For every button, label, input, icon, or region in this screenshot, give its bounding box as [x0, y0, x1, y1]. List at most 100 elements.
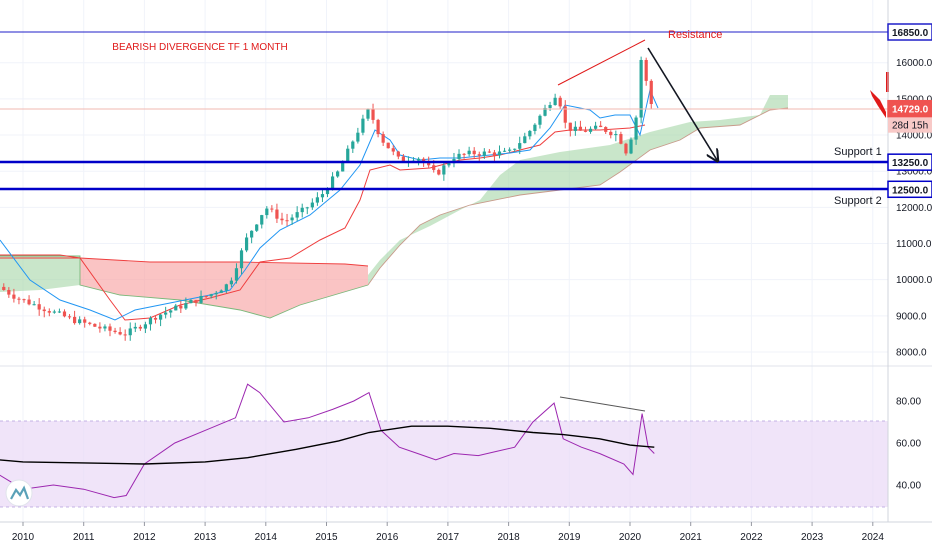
candle-body — [229, 280, 234, 285]
candle-body — [639, 59, 643, 118]
candle-body — [508, 149, 512, 151]
price-tick-label: 11000.0 — [896, 239, 932, 250]
cloud-bull-region-left — [0, 256, 80, 292]
candle-body — [502, 150, 507, 152]
candle-body — [629, 139, 633, 154]
time-tick-label: 2024 — [862, 532, 885, 543]
candle-body — [57, 311, 62, 313]
candle-body — [209, 294, 213, 297]
candle-body — [158, 314, 163, 320]
price-tick-label: 12000.0 — [896, 203, 932, 214]
candle-body — [578, 126, 583, 131]
candle-body — [518, 143, 522, 149]
candle-body — [325, 189, 330, 195]
price-tick-label: 8000.0 — [896, 348, 927, 359]
candle-body — [356, 132, 360, 142]
candle-body — [148, 317, 153, 325]
price-divergence-line — [557, 39, 646, 86]
candle-body — [123, 334, 127, 336]
candle-body — [32, 304, 36, 306]
candle-body — [487, 151, 491, 153]
time-tick-label: 2015 — [315, 532, 338, 543]
candle-body — [341, 162, 345, 172]
candle-body — [548, 105, 552, 108]
candle-body — [472, 150, 476, 155]
candle-body — [27, 299, 31, 305]
candle-body — [88, 322, 92, 324]
candle-body — [336, 171, 340, 177]
candle-body — [376, 119, 380, 135]
price-tick-label: 15000.0 — [896, 94, 932, 105]
price-label-text: 13250.0 — [892, 158, 929, 169]
red-arrow-marker-icon — [870, 90, 886, 118]
candle-body — [310, 202, 314, 208]
candle-body — [492, 152, 497, 156]
price-axis-ticks: 8000.0 9000.0 10000.0 11000.0 12000.0 13000.0… — [896, 58, 932, 358]
candle-body — [497, 151, 502, 156]
candle-body — [280, 218, 284, 221]
candle-body — [583, 130, 588, 132]
candle-body — [184, 303, 188, 309]
candle-body — [437, 169, 441, 175]
candle-body — [78, 319, 82, 324]
time-tick-label: 2011 — [73, 532, 95, 543]
cloud-bear-region — [80, 258, 368, 318]
candle-body — [138, 326, 142, 329]
candle-body — [361, 118, 365, 133]
support2-label: Support 2 — [834, 195, 882, 207]
candle-body — [204, 296, 208, 298]
candle-body — [351, 141, 355, 149]
candle-body — [553, 97, 557, 106]
rsi-divergence-line — [559, 396, 646, 412]
candle-body — [255, 224, 259, 231]
candle-body — [275, 209, 279, 219]
candle-body — [381, 134, 385, 143]
candle-body — [260, 215, 264, 225]
candle-body — [599, 125, 603, 128]
support1-label: Support 1 — [834, 146, 882, 158]
candle-body — [67, 316, 72, 318]
candle-body — [634, 117, 638, 140]
price-tick-label: 14000.0 — [896, 131, 932, 142]
price-tick-label: 10000.0 — [896, 275, 932, 286]
candle-body — [2, 286, 6, 290]
senkou-span-b — [0, 257, 369, 267]
candle-body — [422, 158, 426, 163]
time-axis-ticks: 2010 2011 2012 2013 2014 2015 2016 2017 2018 2019… — [12, 522, 884, 543]
rsi-tick-label: 80.00 — [896, 397, 921, 408]
price-label-text: 12500.0 — [892, 185, 929, 196]
price-tick-label: 9000.0 — [896, 311, 927, 322]
senkou-span-bull — [367, 107, 789, 286]
candle-body — [619, 134, 623, 144]
candle-body — [604, 127, 608, 132]
candle-body — [649, 80, 653, 105]
candle-body — [538, 115, 542, 125]
time-tick-label: 2016 — [376, 532, 399, 543]
candle-body — [143, 324, 148, 329]
time-tick-label: 2020 — [619, 532, 642, 543]
price-label-box — [887, 99, 932, 118]
candle-body — [62, 311, 67, 317]
candle-body — [573, 126, 577, 131]
candle-body — [330, 176, 335, 190]
price-label-support1: 13250.0 — [887, 153, 932, 171]
candle-body — [366, 109, 370, 119]
time-tick-label: 2018 — [497, 532, 520, 543]
candle-body — [644, 59, 648, 81]
candle-body — [523, 136, 527, 144]
candle-body — [477, 154, 481, 156]
candle-body — [214, 292, 218, 295]
candle-body — [17, 298, 21, 300]
candle-body — [305, 207, 309, 209]
candle-body — [371, 109, 375, 120]
candle-body — [37, 304, 41, 310]
time-tick-label: 2017 — [437, 532, 460, 543]
candle-body — [219, 290, 223, 293]
price-label-resistance: 16850.0 — [887, 23, 932, 41]
candle-body — [270, 208, 274, 210]
candle-body — [7, 289, 11, 295]
candle-body — [401, 156, 405, 162]
candle-body — [128, 328, 132, 336]
tradingview-logo-icon[interactable] — [5, 479, 33, 507]
